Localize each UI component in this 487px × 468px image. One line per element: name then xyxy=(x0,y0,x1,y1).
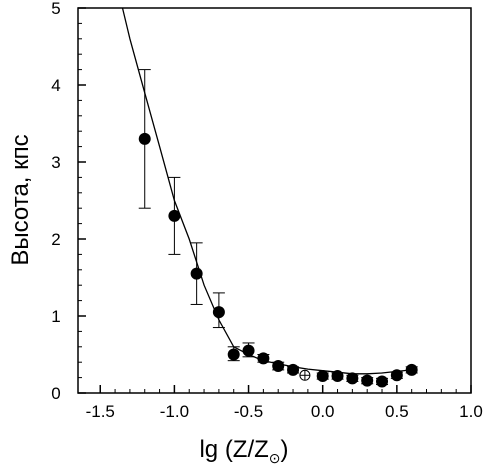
data-point xyxy=(361,374,374,387)
curve-layer xyxy=(121,7,412,375)
data-point xyxy=(346,372,359,385)
sun-symbol-point xyxy=(299,369,311,381)
data-point xyxy=(331,370,344,383)
x-axis-title: lg (Z/Z⊙) xyxy=(199,436,288,466)
plot-frame xyxy=(77,7,472,394)
x-tick-label: -1.0 xyxy=(160,402,189,421)
data-point xyxy=(316,370,329,383)
data-point xyxy=(272,360,285,373)
y-axis-title: Высота, кпс xyxy=(7,134,34,265)
x-tick-label: 1.0 xyxy=(459,402,483,421)
data-point xyxy=(405,363,418,376)
data-point xyxy=(287,363,300,376)
x-tick-label: -0.5 xyxy=(234,402,263,421)
y-tick-label: 3 xyxy=(51,153,60,172)
data-point xyxy=(138,132,151,145)
y-tick-label: 4 xyxy=(51,76,60,95)
data-point xyxy=(227,348,240,361)
x-tick-label: 0.5 xyxy=(385,402,409,421)
data-point xyxy=(168,209,181,222)
y-tick-label: 5 xyxy=(51,0,60,18)
x-tick-label: -1.5 xyxy=(86,402,115,421)
data-point xyxy=(376,375,389,388)
y-tick-label: 0 xyxy=(51,384,60,403)
data-point xyxy=(242,344,255,357)
data-point xyxy=(257,352,270,365)
data-point xyxy=(212,306,225,319)
data-point xyxy=(190,267,203,280)
y-tick-label: 2 xyxy=(51,230,60,249)
points-layer xyxy=(138,69,418,388)
y-tick-label: 1 xyxy=(51,307,60,326)
x-tick-label: 0.0 xyxy=(311,402,335,421)
data-point xyxy=(390,369,403,382)
model-curve xyxy=(121,7,412,375)
axes-layer: -1.5 -1.0 -0.5 0.0 0.5 1.0 0 1 2 3 4 5 xyxy=(51,0,483,421)
